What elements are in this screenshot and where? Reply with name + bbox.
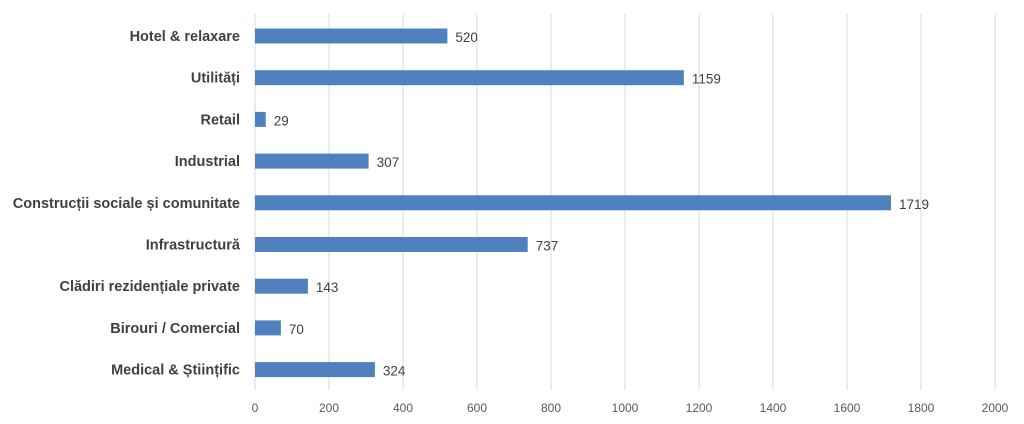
x-tick-label: 200	[319, 401, 339, 415]
data-label: 143	[316, 280, 339, 295]
data-label: 1719	[899, 197, 929, 212]
bar	[255, 195, 892, 211]
data-label: 520	[455, 30, 478, 45]
bar	[255, 320, 281, 336]
bar	[255, 70, 684, 86]
x-tick-label: 1800	[908, 401, 935, 415]
bar	[255, 153, 369, 169]
x-axis-ticks: 0 200 400 600 800 1000 1200 1400 1600 1800 2000	[252, 401, 1009, 415]
category-label: Industrial	[175, 154, 240, 170]
category-labels: Hotel & relaxare Utilități Retail Industria…	[13, 29, 241, 379]
x-tick-label: 400	[393, 401, 413, 415]
bars	[255, 28, 892, 378]
x-tick-label: 0	[252, 401, 259, 415]
x-tick-label: 800	[541, 401, 561, 415]
x-tick-label: 600	[467, 401, 487, 415]
data-label: 324	[383, 364, 406, 379]
data-label: 29	[274, 113, 289, 128]
data-label: 737	[536, 239, 559, 254]
x-tick-label: 1000	[612, 401, 639, 415]
bar	[255, 28, 448, 44]
category-label: Birouri / Comercial	[110, 321, 240, 337]
category-label: Clădiri rezidențiale private	[59, 279, 240, 295]
category-label: Utilități	[191, 71, 240, 87]
category-label: Construcții sociale și comunitate	[13, 196, 240, 212]
category-label: Retail	[201, 112, 241, 128]
bar	[255, 111, 266, 127]
data-label: 1159	[692, 72, 721, 87]
data-label: 70	[289, 322, 304, 337]
value-labels: 520 1159 29 307 1719 737 143 70 324	[274, 30, 929, 379]
x-tick-label: 2000	[982, 401, 1009, 415]
data-label: 307	[377, 155, 400, 170]
x-tick-label: 1400	[760, 401, 787, 415]
x-tick-label: 1200	[686, 401, 713, 415]
bar	[255, 362, 375, 378]
bar	[255, 278, 308, 294]
category-label: Medical & Științific	[111, 363, 240, 379]
category-label: Infrastructură	[146, 238, 241, 254]
bar	[255, 237, 528, 252]
x-tick-label: 1600	[834, 401, 861, 415]
category-label: Hotel & relaxare	[130, 29, 240, 45]
